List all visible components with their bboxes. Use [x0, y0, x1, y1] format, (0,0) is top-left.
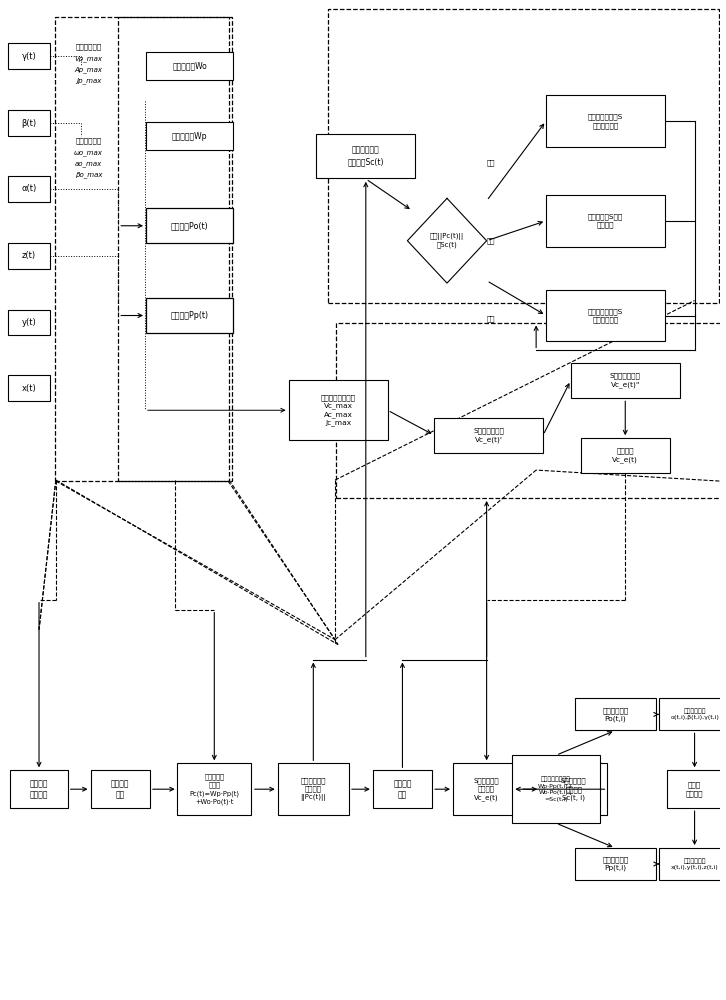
Text: 位置向量Pp(t): 位置向量Pp(t): [171, 311, 208, 320]
Text: S曲线小线段
段内插补
Sc(t, i): S曲线小线段 段内插补 Sc(t, i): [561, 778, 587, 801]
Bar: [546, 290, 665, 341]
Polygon shape: [407, 198, 486, 283]
Bar: [146, 122, 233, 150]
Text: 大于完整三角形S
曲线正向加速: 大于完整三角形S 曲线正向加速: [588, 114, 623, 129]
Text: 分解姿态分量
α(t,i),β(t,i),γ(t,i): 分解姿态分量 α(t,i),β(t,i),γ(t,i): [670, 708, 719, 720]
Bar: [118, 17, 232, 481]
Bar: [8, 176, 50, 202]
Text: 位置运动约束: 位置运动约束: [76, 43, 102, 50]
Text: x(t): x(t): [22, 384, 36, 393]
Bar: [372, 770, 432, 808]
Text: 等于: 等于: [486, 237, 495, 244]
Text: 位置权因子Wp: 位置权因子Wp: [172, 132, 208, 141]
Bar: [8, 310, 50, 335]
Text: Ap_max: Ap_max: [75, 66, 102, 73]
Text: α(t): α(t): [22, 184, 37, 193]
Text: ao_max: ao_max: [75, 161, 102, 167]
Text: 完整三角形S曲线
正向加速: 完整三角形S曲线 正向加速: [588, 213, 623, 228]
Bar: [581, 438, 670, 473]
Text: γ(t): γ(t): [22, 52, 36, 61]
Text: 小于: 小于: [486, 315, 495, 322]
Bar: [177, 763, 251, 815]
Text: 姿态向量Po(t): 姿态向量Po(t): [171, 221, 208, 230]
Bar: [277, 763, 349, 815]
Bar: [513, 755, 600, 823]
Text: 规划速度
Vc_e(t): 规划速度 Vc_e(t): [612, 448, 638, 463]
Bar: [540, 763, 608, 815]
Bar: [288, 380, 388, 440]
Text: 机器人
运动驱动: 机器人 运动驱动: [686, 782, 703, 797]
Text: βo_max: βo_max: [75, 172, 102, 178]
Text: 段间圆弧
过滤: 段间圆弧 过滤: [393, 779, 412, 799]
Text: 姿态权因子Wo: 姿态权因子Wo: [172, 62, 207, 71]
Text: 计算综合位置
姿态参数Sc(t): 计算综合位置 姿态参数Sc(t): [348, 146, 384, 166]
Text: 比较||Pc(t)||
与Sc(t): 比较||Pc(t)|| 与Sc(t): [430, 233, 464, 248]
Bar: [317, 134, 415, 178]
Text: 位置姿态向量分解
Wp·Pp(t,i)+
Wo·Po(t,i)·j
=Sc(t,i): 位置姿态向量分解 Wp·Pp(t,i)+ Wo·Po(t,i)·j =Sc(t,…: [538, 777, 574, 802]
Bar: [327, 9, 719, 303]
Text: S曲线正向加速
Vc_e(t)': S曲线正向加速 Vc_e(t)': [473, 428, 504, 443]
Bar: [546, 95, 665, 147]
Bar: [8, 243, 50, 269]
Text: 分解位置向量
Pp(t,i): 分解位置向量 Pp(t,i): [603, 857, 629, 871]
Bar: [55, 17, 229, 481]
Bar: [546, 195, 665, 247]
Text: β(t): β(t): [22, 119, 37, 128]
Text: S曲线小线段
段间前馈
Vc_e(t): S曲线小线段 段间前馈 Vc_e(t): [474, 777, 499, 801]
Bar: [336, 323, 726, 498]
Text: y(t): y(t): [22, 318, 36, 327]
Bar: [146, 298, 233, 333]
Bar: [575, 848, 656, 880]
Text: S曲线反向加速
Vc_e(t)": S曲线反向加速 Vc_e(t)": [610, 373, 641, 388]
Text: 合成位置姿
态向量
Pc(t)=Wp·Pp(t)
+Wo·Po(t)·t: 合成位置姿 态向量 Pc(t)=Wp·Pp(t) +Wo·Po(t)·t: [189, 773, 240, 805]
Bar: [659, 848, 726, 880]
Text: z(t): z(t): [22, 251, 36, 260]
Text: 计算合成位置
姿态模量
||Pc(t)||: 计算合成位置 姿态模量 ||Pc(t)||: [301, 777, 326, 801]
Bar: [453, 763, 521, 815]
Text: Vp_max: Vp_max: [75, 55, 102, 62]
Text: 大于: 大于: [486, 160, 495, 166]
Bar: [8, 43, 50, 69]
Bar: [434, 418, 543, 453]
Bar: [571, 363, 680, 398]
Text: Jp_max: Jp_max: [76, 77, 101, 84]
Text: 分解位置分量
x(t,i),y(t,i),z(t,i): 分解位置分量 x(t,i),y(t,i),z(t,i): [671, 858, 719, 870]
Text: 三维自由
曲线解析: 三维自由 曲线解析: [30, 779, 48, 799]
Text: 位置姿态合成约束
Vc_max
Ac_max
Jc_max: 位置姿态合成约束 Vc_max Ac_max Jc_max: [321, 394, 356, 426]
Text: 姿态运动约束: 姿态运动约束: [76, 138, 102, 144]
Text: ωo_max: ωo_max: [74, 150, 103, 156]
Text: 位置姿态
准备: 位置姿态 准备: [111, 779, 129, 799]
Bar: [8, 375, 50, 401]
Text: 分解姿态向量
Po(t,i): 分解姿态向量 Po(t,i): [603, 707, 629, 722]
Bar: [146, 52, 233, 80]
Bar: [91, 770, 150, 808]
Bar: [667, 770, 722, 808]
Bar: [146, 208, 233, 243]
Bar: [575, 698, 656, 730]
Bar: [659, 698, 726, 730]
Text: 小于完整三角形S
曲线正向加速: 小于完整三角形S 曲线正向加速: [588, 308, 623, 323]
Bar: [10, 770, 68, 808]
Bar: [8, 110, 50, 136]
